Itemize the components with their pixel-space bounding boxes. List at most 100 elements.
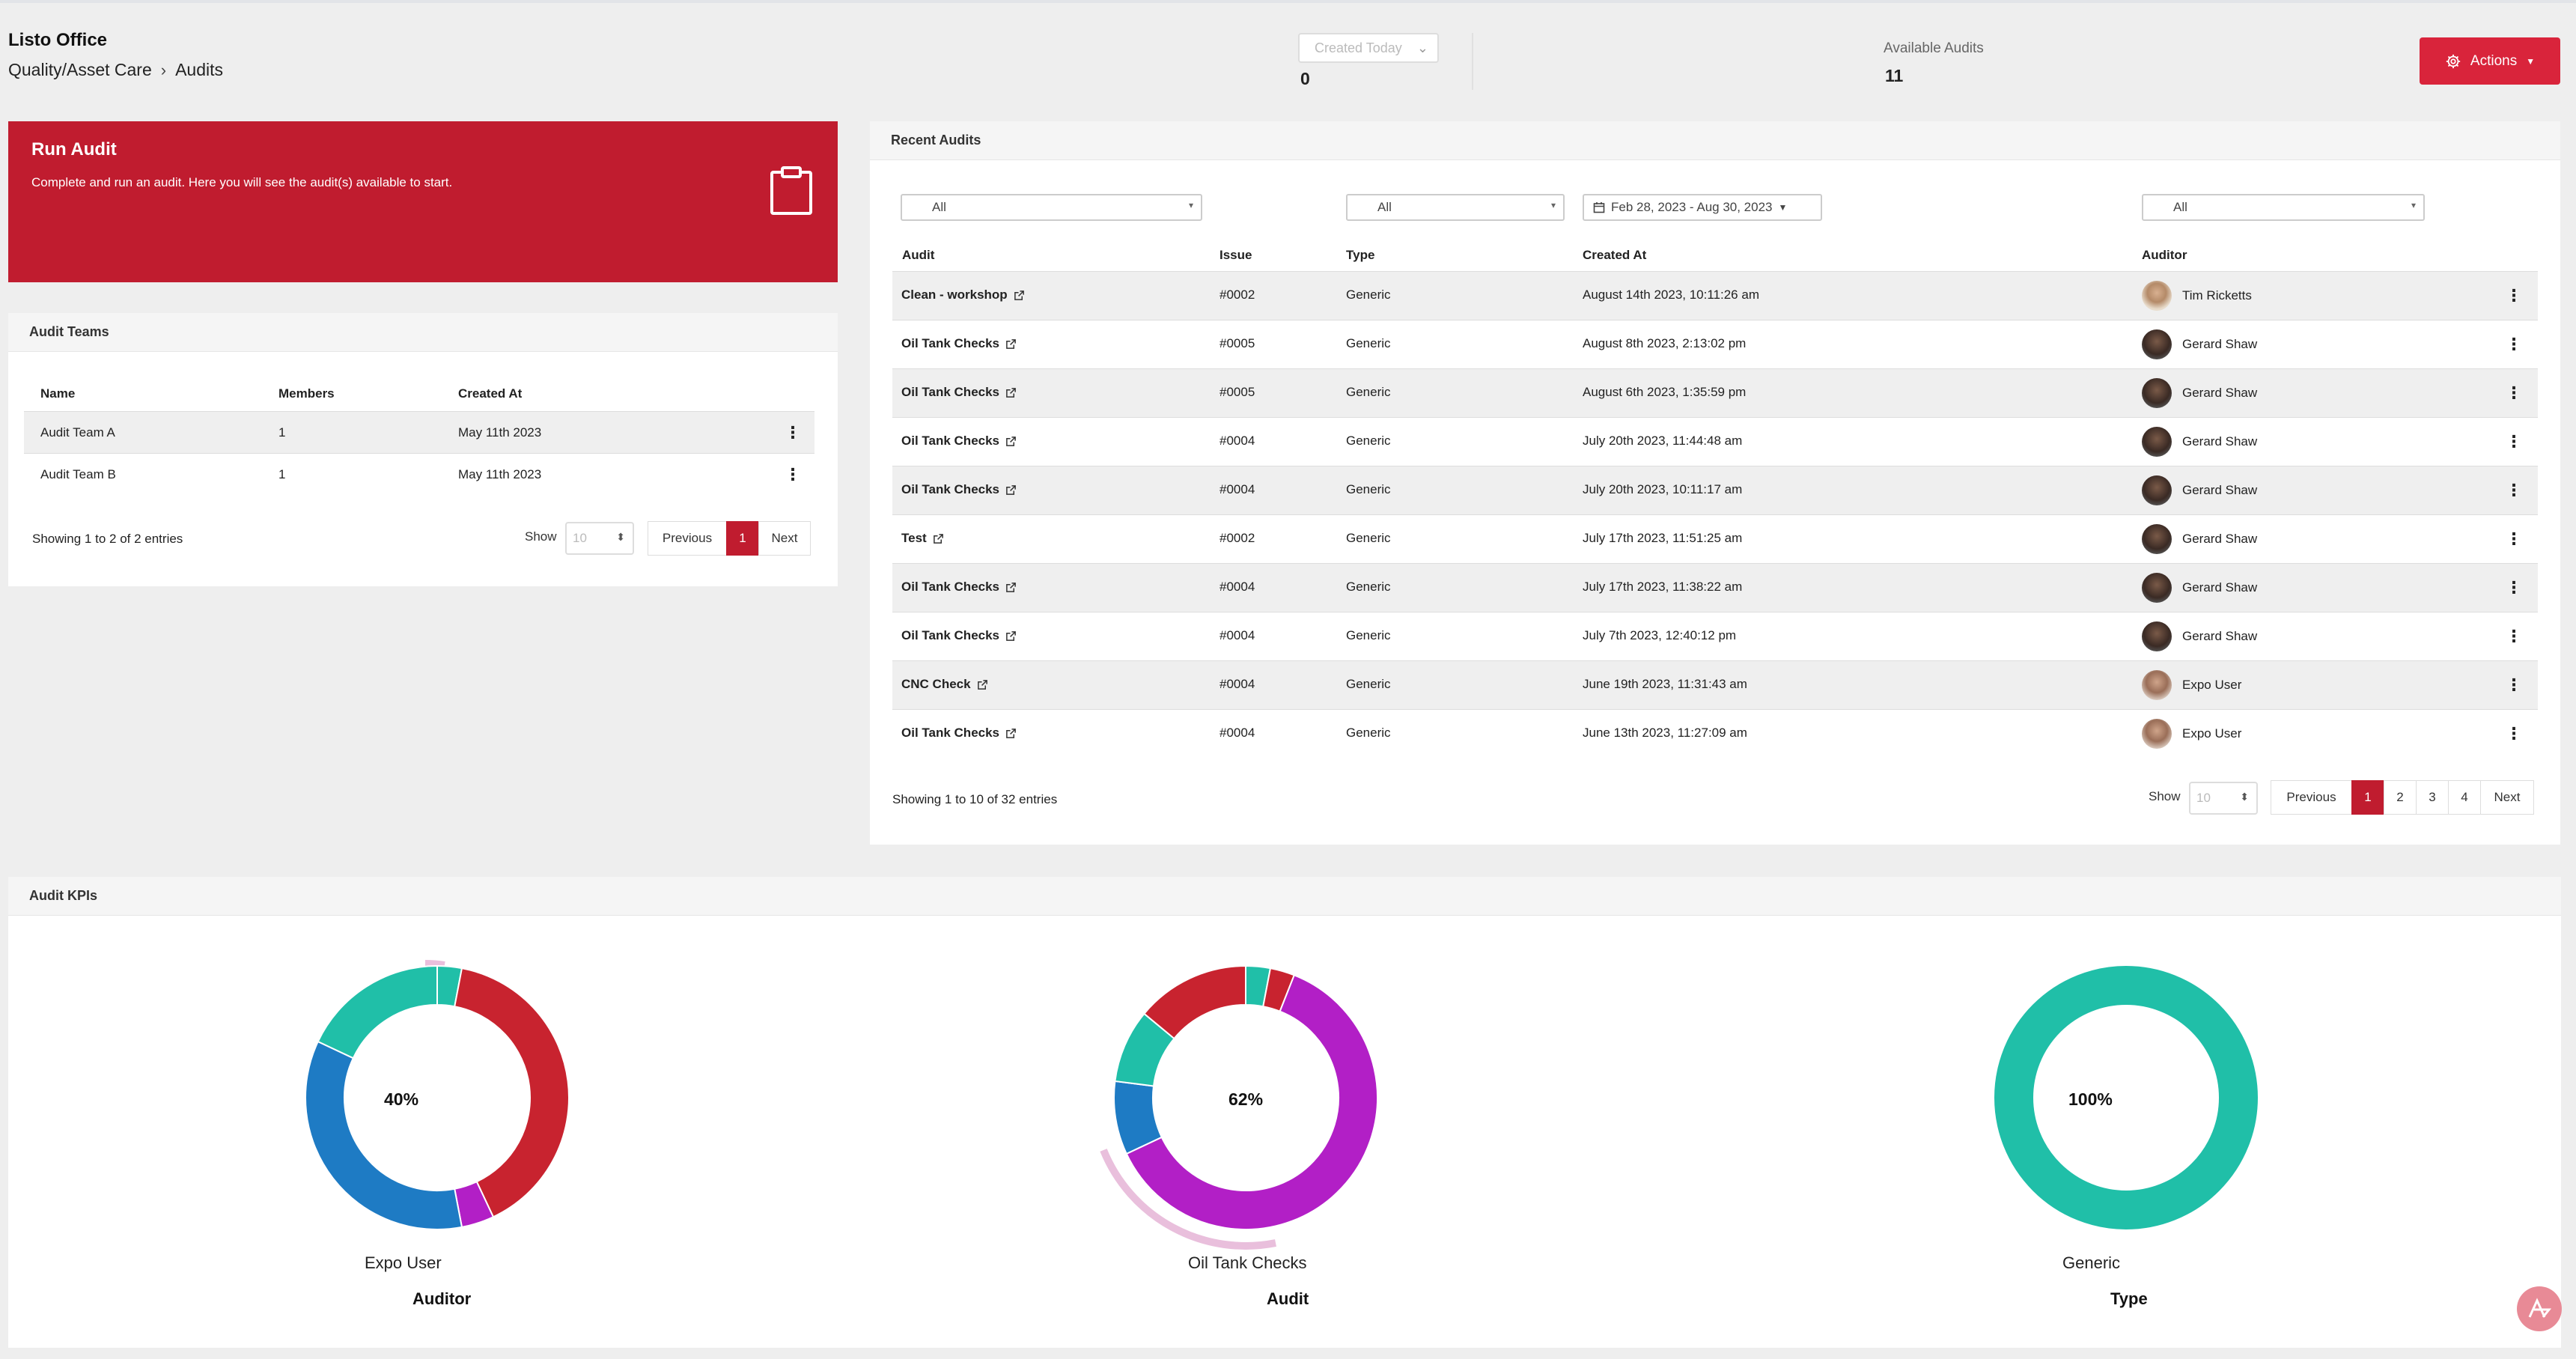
chevron-down-icon: ▾	[1550, 200, 1556, 210]
team-name: Audit Team A	[40, 425, 115, 440]
page-button-3[interactable]: 3	[2416, 780, 2449, 815]
audit-type: Generic	[1346, 677, 1391, 691]
auditor-name: Gerard Shaw	[2182, 629, 2258, 643]
table-row[interactable]: Oil Tank Checks #0004 Generic July 17th 202…	[892, 563, 2538, 612]
avatar	[2142, 573, 2172, 603]
auditor-name: Expo User	[2182, 726, 2242, 741]
audit-filter-select[interactable]: All ▾	[901, 194, 1202, 221]
col-header-members[interactable]: Members	[278, 386, 335, 401]
page-button-4[interactable]: 4	[2448, 780, 2481, 815]
table-row[interactable]: Oil Tank Checks #0005 Generic August 6th 20…	[892, 368, 2538, 417]
audit-link[interactable]: Oil Tank Checks	[901, 482, 1017, 497]
donut-slice[interactable]	[454, 967, 570, 1218]
table-row[interactable]: Oil Tank Checks #0005 Generic August 8th 20…	[892, 320, 2538, 368]
audit-center-value: 62%	[1228, 1089, 1264, 1109]
auditor-cell: Tim Ricketts	[2142, 281, 2252, 311]
table-row[interactable]: Oil Tank Checks #0004 Generic July 20th 202…	[892, 417, 2538, 466]
donut-slice[interactable]	[1994, 966, 2258, 1229]
more-options-icon[interactable]	[2506, 628, 2515, 645]
col-header-type[interactable]: Type	[1346, 248, 1375, 262]
more-options-icon[interactable]	[2506, 336, 2515, 353]
donut-slice[interactable]	[317, 964, 438, 1059]
help-chat-button[interactable]	[2517, 1286, 2562, 1331]
audit-link[interactable]: Oil Tank Checks	[901, 726, 1017, 741]
team-members: 1	[278, 425, 286, 440]
audit-issue: #0005	[1220, 336, 1255, 350]
date-range-picker[interactable]: Feb 28, 2023 - Aug 30, 2023 ▼	[1583, 194, 1822, 221]
recent-pagination: Previous 1 2 3 4 Next	[2271, 780, 2534, 815]
audit-created: July 17th 2023, 11:38:22 am	[1583, 580, 1743, 594]
table-row[interactable]: CNC Check #0004 Generic June 19th 2023, 11:…	[892, 660, 2538, 709]
audit-issue: #0002	[1220, 288, 1255, 302]
more-options-icon[interactable]	[2506, 434, 2515, 450]
run-audit-card[interactable]: Run Audit Complete and run an audit. Her…	[8, 121, 838, 282]
external-link-icon	[1006, 484, 1016, 495]
table-row[interactable]: Audit Team A 1 May 11th 2023	[24, 411, 814, 453]
more-options-icon[interactable]	[2506, 677, 2515, 693]
audit-highlight-label: Oil Tank Checks	[1188, 1253, 1307, 1272]
audit-link[interactable]: Oil Tank Checks	[901, 385, 1017, 400]
auditor-chart-title: Auditor	[412, 1289, 472, 1308]
table-row[interactable]: Oil Tank Checks #0004 Generic June 13th 202…	[892, 709, 2538, 758]
auditor-donut-chart[interactable]	[287, 943, 587, 1243]
col-header-created[interactable]: Created At	[458, 386, 523, 401]
type-filter-select[interactable]: All ▾	[1346, 194, 1565, 221]
table-row[interactable]: Test #0002 Generic July 17th 2023, 11:51:25…	[892, 514, 2538, 563]
page-button-2[interactable]: 2	[2384, 780, 2417, 815]
audit-name: Test	[901, 531, 927, 545]
auditor-filter-select[interactable]: All ▾	[2142, 194, 2425, 221]
audit-link[interactable]: Oil Tank Checks	[901, 434, 1017, 449]
more-options-icon[interactable]	[2506, 531, 2515, 547]
more-options-icon[interactable]	[2506, 385, 2515, 401]
col-header-issue[interactable]: Issue	[1220, 248, 1252, 262]
table-row[interactable]: Audit Team B 1 May 11th 2023	[24, 453, 814, 495]
more-options-icon[interactable]	[785, 466, 794, 483]
auditor-cell: Gerard Shaw	[2142, 475, 2257, 505]
more-options-icon[interactable]	[2506, 726, 2515, 742]
audit-link[interactable]: Test	[901, 531, 944, 546]
donut-slice[interactable]	[1142, 964, 1246, 1040]
avatar	[2142, 329, 2172, 359]
recent-page-size-select[interactable]: 10 ⬍	[2189, 782, 2258, 815]
avatar	[2142, 281, 2172, 311]
external-link-icon	[1006, 630, 1016, 641]
more-options-icon[interactable]	[2506, 580, 2515, 596]
chevron-down-icon: ▾	[1188, 200, 1193, 210]
previous-button[interactable]: Previous	[648, 521, 727, 556]
avatar	[2142, 378, 2172, 408]
audit-link[interactable]: Oil Tank Checks	[901, 336, 1017, 351]
audit-donut-chart[interactable]	[1096, 943, 1440, 1258]
audit-link[interactable]: CNC Check	[901, 677, 988, 692]
actions-button[interactable]: Actions ▼	[2420, 37, 2560, 85]
created-filter-select[interactable]: Created Today ⌄	[1298, 33, 1439, 63]
external-link-icon	[1006, 582, 1016, 592]
col-header-created-at[interactable]: Created At	[1583, 248, 1647, 262]
next-button[interactable]: Next	[758, 521, 811, 556]
col-header-audit[interactable]: Audit	[902, 248, 935, 262]
next-button[interactable]: Next	[2480, 780, 2534, 815]
breadcrumb-item-quality[interactable]: Quality/Asset Care	[8, 60, 152, 79]
teams-show-label: Show	[525, 529, 557, 544]
table-row[interactable]: Oil Tank Checks #0004 Generic July 20th 202…	[892, 466, 2538, 514]
more-options-icon[interactable]	[2506, 482, 2515, 499]
col-header-auditor[interactable]: Auditor	[2142, 248, 2187, 262]
more-options-icon[interactable]	[2506, 288, 2515, 304]
recent-audits-title: Recent Audits	[870, 121, 2560, 160]
table-row[interactable]: Clean - workshop #0002 Generic August 14th …	[892, 271, 2538, 320]
run-audit-description: Complete and run an audit. Here you will…	[31, 175, 453, 189]
audit-link[interactable]: Clean - workshop	[901, 288, 1025, 302]
external-link-icon	[1014, 290, 1024, 300]
teams-page-size-select[interactable]: 10 ⬍	[565, 522, 634, 555]
donut-slice[interactable]	[1125, 974, 1378, 1230]
audit-link[interactable]: Oil Tank Checks	[901, 580, 1017, 595]
table-row[interactable]: Oil Tank Checks #0004 Generic July 7th 2023…	[892, 612, 2538, 660]
page-button-1[interactable]: 1	[726, 521, 759, 556]
more-options-icon[interactable]	[785, 425, 794, 441]
col-header-name[interactable]: Name	[40, 386, 76, 401]
donut-slice[interactable]	[305, 1040, 463, 1230]
audit-link[interactable]: Oil Tank Checks	[901, 628, 1017, 643]
type-donut-chart[interactable]	[1976, 943, 2276, 1243]
auditor-name: Gerard Shaw	[2182, 483, 2258, 497]
page-button-1[interactable]: 1	[2351, 780, 2384, 815]
previous-button[interactable]: Previous	[2271, 780, 2352, 815]
